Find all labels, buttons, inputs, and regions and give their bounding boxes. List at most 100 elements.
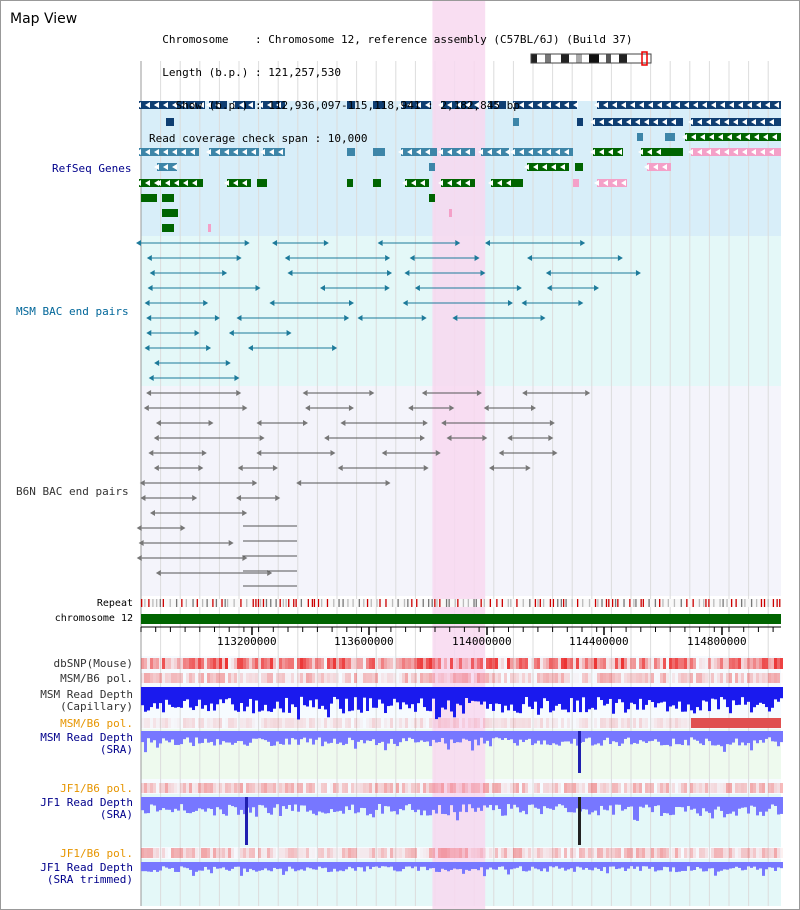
refseq-genes-label[interactable]: RefSeq Genes [52,162,132,175]
dbsnp-cell [228,658,231,669]
jf1-pol2-cell [708,848,711,858]
gene-block[interactable] [637,133,643,141]
gene-block[interactable] [373,179,381,187]
msm-sra-depth-bar [462,731,465,739]
gene-block[interactable] [261,101,285,109]
jf1-pol2-cell [357,848,360,858]
jf1-pol2-cell [642,848,645,858]
msm-pol-cell [324,673,327,683]
jf1-trim-depth-bar [759,862,762,869]
gene-block[interactable] [159,179,203,187]
gene-block[interactable] [449,209,452,217]
gene-block[interactable] [141,194,157,202]
gene-block[interactable] [667,148,683,156]
msm-bac-label[interactable]: MSM BAC end pairs [16,305,129,318]
msm-pol-cell [498,673,501,683]
gene-block[interactable] [577,118,583,126]
gene-block[interactable] [429,194,435,202]
gene-block[interactable] [347,179,353,187]
dbsnp-cell [507,658,510,669]
jf1-sra-depth-bar [609,797,612,806]
repeat-element [270,599,272,607]
msm-capillary-depth-bar [666,687,669,712]
gene-block[interactable] [513,148,573,156]
jf1-pol2-cell [555,848,558,858]
gene-block[interactable] [162,224,174,232]
jf1-trim-depth-bar [510,862,513,870]
strand-arrow [590,119,595,125]
jf1-sra-depth-bar [711,797,714,819]
gene-block[interactable] [162,209,178,217]
jf1-trim-depth-bar [291,862,294,869]
gene-block[interactable] [257,179,267,187]
jf1-trim-depth-bar [771,862,774,868]
gene-block[interactable] [166,118,174,126]
jf1-sra-depth-bar [378,797,381,805]
msm-pol-cell [435,673,438,683]
jf1-sra-depth-bar [564,797,567,808]
msm-pol2-cell [201,718,204,728]
gene-block[interactable] [515,179,523,187]
jf1-trim-depth-bar [435,862,438,872]
gene-block[interactable] [575,163,583,171]
jf1-sra-depth-bar [618,797,621,805]
strand-arrow [145,102,150,108]
jf1-pol-cell [207,783,210,793]
jf1-trim-depth-bar [390,862,393,867]
gene-block[interactable] [665,133,675,141]
jf1-trim-depth-bar [276,862,279,870]
gene-block[interactable] [491,179,519,187]
gene-block[interactable] [513,101,577,109]
jf1-sra-depth-bar [651,797,654,813]
dbsnp-cell [753,658,756,669]
msm-sra-depth-bar [717,731,720,745]
msm-capillary-depth-bar [309,687,312,701]
gene-block[interactable] [373,148,385,156]
msm-pol-cell [318,673,321,683]
gene-block[interactable] [373,101,385,109]
gene-block[interactable] [573,179,579,187]
gene-block[interactable] [208,224,211,232]
jf1-sra-depth-bar [576,797,579,809]
gene-block[interactable] [685,133,781,141]
gene-block[interactable] [347,101,355,109]
gene-block[interactable] [405,179,429,187]
dbsnp-cell [636,658,639,669]
repeat-element [275,599,277,607]
msm-bac-pair-end [284,255,290,261]
gene-block[interactable] [162,194,174,202]
dbsnp-cell [639,658,642,669]
msm-pol2-cell [537,718,540,728]
gene-block[interactable] [513,118,519,126]
jf1-depth-sra-label: JF1 Read Depth (SRA) [40,797,133,821]
dbsnp-cell [336,658,339,669]
jf1-pol2-cell [648,848,651,858]
gene-block[interactable] [429,163,435,171]
msm-capillary-depth-bar [306,687,309,707]
jf1-trim-depth-bar [219,862,222,869]
b6n-bac-label[interactable]: B6N BAC end pairs [16,485,129,498]
gene-block[interactable] [647,163,671,171]
jf1-trim-depth-bar [777,862,780,868]
gene-block[interactable] [641,148,667,156]
gene-block[interactable] [481,148,509,156]
b6n-bac-pair-end [507,435,513,441]
jf1-pol2-cell [762,848,765,858]
msm-depth-sra-label: MSM Read Depth (SRA) [40,732,133,756]
gene-block[interactable] [347,148,355,156]
msm-pol2-cell [393,718,396,728]
msm-pol2-cell [441,718,444,728]
jf1-pol2-cell [312,848,315,858]
strand-arrow [603,180,608,186]
strand-arrow [662,164,667,170]
gene-block[interactable] [527,163,569,171]
jf1-depth-sra-line2: (SRA) [99,808,133,821]
jf1-sra-depth-bar [222,797,225,815]
msm-pol2-cell [648,718,651,728]
gene-block[interactable] [139,148,199,156]
jf1-sra-depth-bar [447,797,450,816]
msm-sra-depth-bar [669,731,672,747]
gene-block[interactable] [227,179,251,187]
jf1-pol2-cell [330,848,333,858]
